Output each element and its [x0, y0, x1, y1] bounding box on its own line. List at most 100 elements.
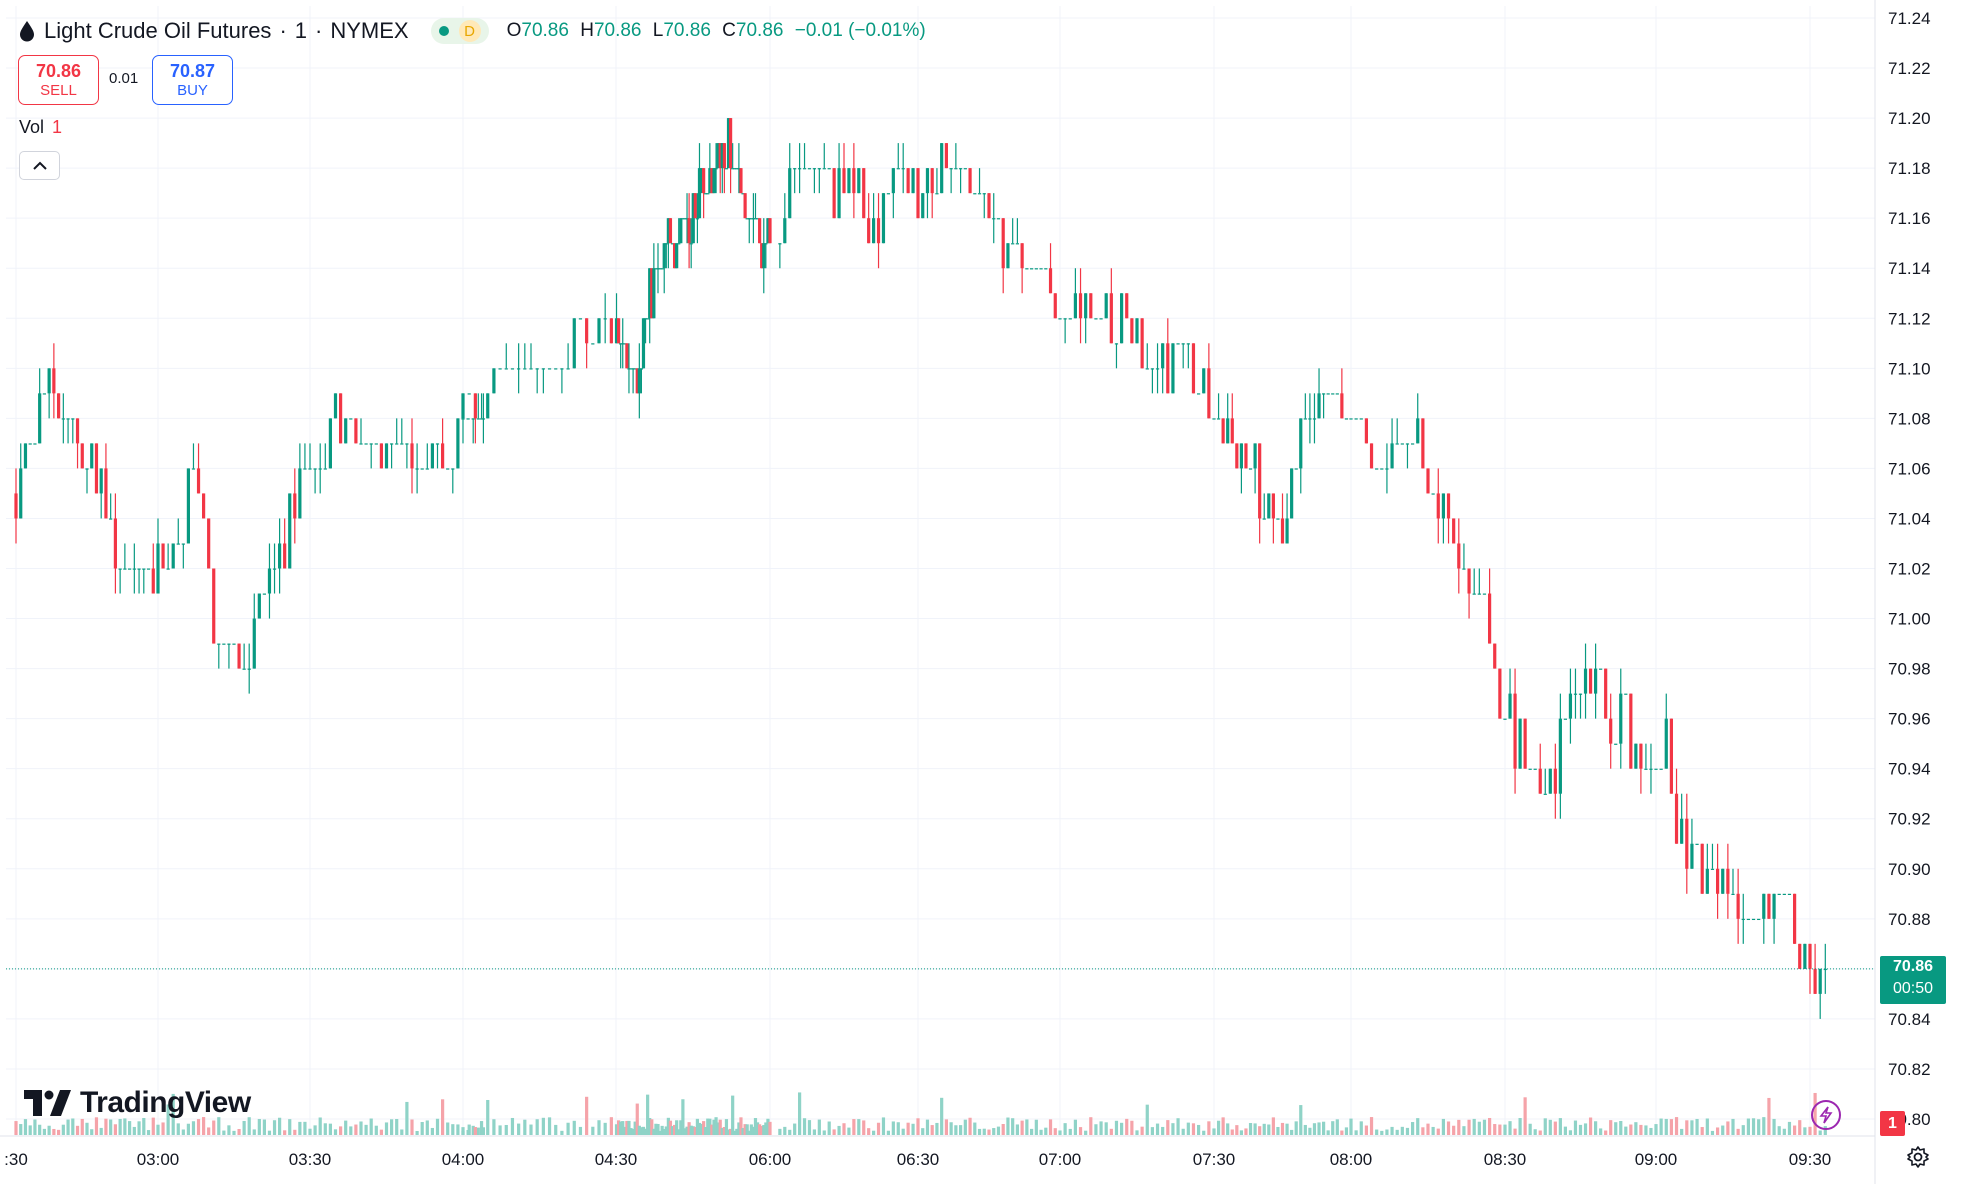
volume-bar [94, 1117, 99, 1135]
x-tick-label: 09:30 [1789, 1150, 1832, 1169]
tradingview-logo[interactable]: TradingView [24, 1086, 251, 1120]
volume-bar [1446, 1121, 1451, 1135]
volume-bar [14, 1121, 18, 1135]
candle-body [1659, 768, 1663, 770]
candle-body [1629, 693, 1633, 769]
volume-bar [807, 1120, 812, 1135]
volume-bar [646, 1094, 650, 1135]
candle-body [486, 393, 490, 419]
candle-body [687, 218, 691, 244]
candle-body [1335, 393, 1339, 395]
collapse-legend-button[interactable] [19, 151, 60, 180]
volume-bar [1186, 1122, 1190, 1135]
volume-bar [1312, 1123, 1317, 1135]
candle-body [1700, 843, 1704, 894]
candle-body [523, 368, 527, 370]
volume-bar [778, 1128, 782, 1135]
candle-body [1588, 668, 1593, 694]
candle-body [724, 168, 729, 170]
candle-body [681, 218, 685, 220]
sell-button[interactable]: 70.86 SELL [18, 55, 99, 105]
candle-body [1104, 293, 1108, 319]
candle-body [1176, 343, 1180, 345]
volume-bar [359, 1121, 363, 1135]
volume-legend[interactable]: Vol 1 [19, 117, 62, 138]
volume-bar [670, 1126, 675, 1135]
lightning-button[interactable] [1811, 1100, 1841, 1130]
candle-body [1290, 468, 1294, 519]
candle-body [959, 168, 963, 170]
volume-bar [446, 1122, 450, 1135]
candle-body [968, 168, 972, 194]
candle-body [262, 593, 266, 595]
candle-body [718, 143, 722, 169]
candle-body [1523, 718, 1527, 769]
volume-bar [973, 1122, 977, 1135]
y-tick-label: 71.08 [1888, 409, 1931, 428]
candle-body [891, 168, 895, 194]
volume-bar [42, 1128, 46, 1135]
volume-bar [996, 1126, 1001, 1135]
volume-bar [1508, 1121, 1512, 1135]
volume-bar [523, 1119, 527, 1135]
candle-body [616, 318, 621, 344]
delayed-badge: D [458, 20, 481, 42]
candle-body [1558, 718, 1562, 794]
candle-body [137, 568, 141, 570]
volume-bar [1578, 1124, 1583, 1135]
buy-button[interactable]: 70.87 BUY [152, 55, 233, 105]
volume-bar [1322, 1121, 1326, 1135]
volume-bar [113, 1124, 117, 1135]
volume-bar [1303, 1124, 1307, 1135]
y-tick-label: 71.12 [1888, 309, 1931, 328]
volume-bar [747, 1130, 751, 1135]
candle-body [1518, 718, 1522, 769]
volume-bar [517, 1123, 521, 1135]
candle-body [288, 493, 292, 569]
candle-body [625, 343, 629, 369]
candle-body [71, 418, 75, 420]
volume-bar [681, 1099, 685, 1135]
volume-bar [1538, 1130, 1542, 1135]
candle-body [1197, 393, 1201, 395]
candle-body [747, 218, 751, 220]
volume-bar [735, 1128, 739, 1135]
candle-body [896, 168, 900, 170]
volume-bar [71, 1118, 75, 1135]
candle-body [753, 218, 758, 220]
candle-body [901, 168, 905, 170]
volume-bar [1181, 1128, 1185, 1135]
candle-body [425, 468, 429, 470]
volume-bar [1808, 1126, 1812, 1135]
title-separator: · [279, 18, 287, 43]
candle-body [1150, 368, 1154, 370]
volume-bar [1285, 1123, 1289, 1135]
candle-body [1553, 768, 1557, 794]
volume-bar [1685, 1120, 1689, 1135]
volume-bar [881, 1117, 886, 1135]
volume-bar [1793, 1125, 1797, 1135]
volume-bar [1053, 1128, 1057, 1135]
candle-body [1280, 518, 1285, 544]
volume-bar [1629, 1124, 1633, 1135]
market-status[interactable]: D [430, 18, 489, 44]
alert-count-flag[interactable]: 1 [1880, 1111, 1905, 1136]
volume-bar [944, 1119, 948, 1135]
volume-bar [1034, 1119, 1038, 1135]
volume-bar [664, 1126, 668, 1135]
candle-body [1726, 868, 1730, 894]
candle-body [619, 343, 623, 345]
candle-body [1322, 393, 1326, 395]
volume-bar [691, 1126, 695, 1135]
volume-bar [1823, 1126, 1827, 1135]
candle-body [935, 193, 939, 195]
volume-bar [712, 1119, 716, 1135]
candle-body [1025, 268, 1029, 270]
volume-bar [896, 1122, 900, 1135]
candle-body [547, 368, 552, 370]
volume-bar [666, 1117, 670, 1135]
symbol-title[interactable]: Light Crude Oil Futures · 1 · NYMEX [18, 18, 409, 44]
volume-bar [535, 1119, 539, 1135]
gear-icon[interactable] [1906, 1145, 1930, 1169]
